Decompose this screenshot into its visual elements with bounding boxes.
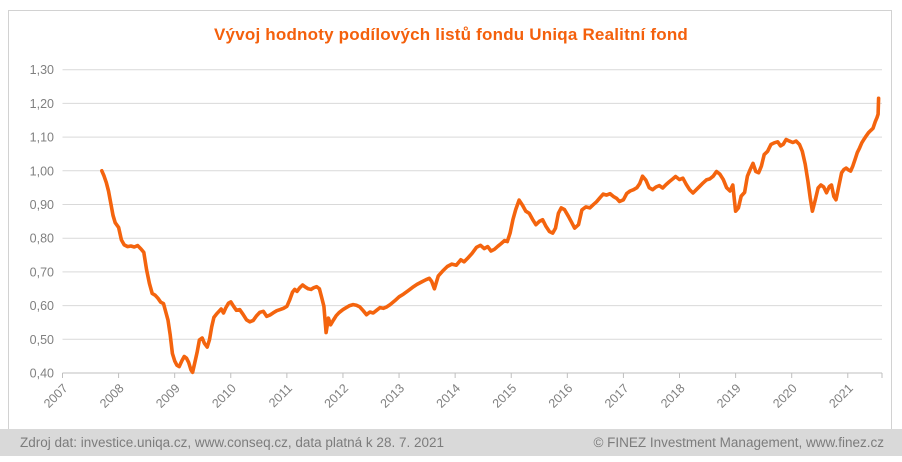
x-tick-label: 2012 [322, 381, 352, 411]
chart-title: Vývoj hodnoty podílových listů fondu Uni… [214, 25, 688, 44]
x-tick-label: 2010 [209, 381, 239, 411]
y-tick-label: 0,90 [30, 198, 54, 212]
footer-bar: Zdroj dat: investice.uniqa.cz, www.conse… [0, 429, 902, 456]
value-line [100, 96, 881, 375]
x-tick-label: 2016 [546, 381, 576, 411]
x-tick-label: 2020 [770, 381, 800, 411]
y-tick-label: 1,00 [30, 164, 54, 178]
x-tick-label: 2018 [658, 381, 688, 411]
y-tick-label: 0,50 [30, 333, 54, 347]
x-tick-label: 2021 [826, 381, 856, 411]
y-tick-label: 0,60 [30, 299, 54, 313]
y-tick-label: 0,70 [30, 265, 54, 279]
x-tick-label: 2011 [266, 381, 295, 410]
x-tick-label: 2013 [378, 381, 408, 411]
y-tick-label: 1,20 [30, 97, 54, 111]
y-tick-label: 1,10 [30, 131, 54, 145]
x-tick-label: 2014 [434, 381, 464, 411]
x-tick-label: 2017 [602, 381, 632, 411]
y-tick-label: 0,40 [30, 367, 54, 381]
y-tick-label: 1,30 [30, 63, 54, 77]
x-tick-label: 2015 [490, 381, 520, 411]
footer-copyright-text: © FINEZ Investment Management, www.finez… [593, 435, 884, 450]
footer-source-text: Zdroj dat: investice.uniqa.cz, www.conse… [20, 435, 444, 450]
x-tick-label: 2019 [714, 381, 744, 411]
y-tick-label: 0,80 [30, 232, 54, 246]
x-tick-label: 2008 [97, 381, 127, 411]
x-tick-label: 2009 [153, 381, 183, 411]
x-tick-label: 2007 [41, 381, 71, 411]
